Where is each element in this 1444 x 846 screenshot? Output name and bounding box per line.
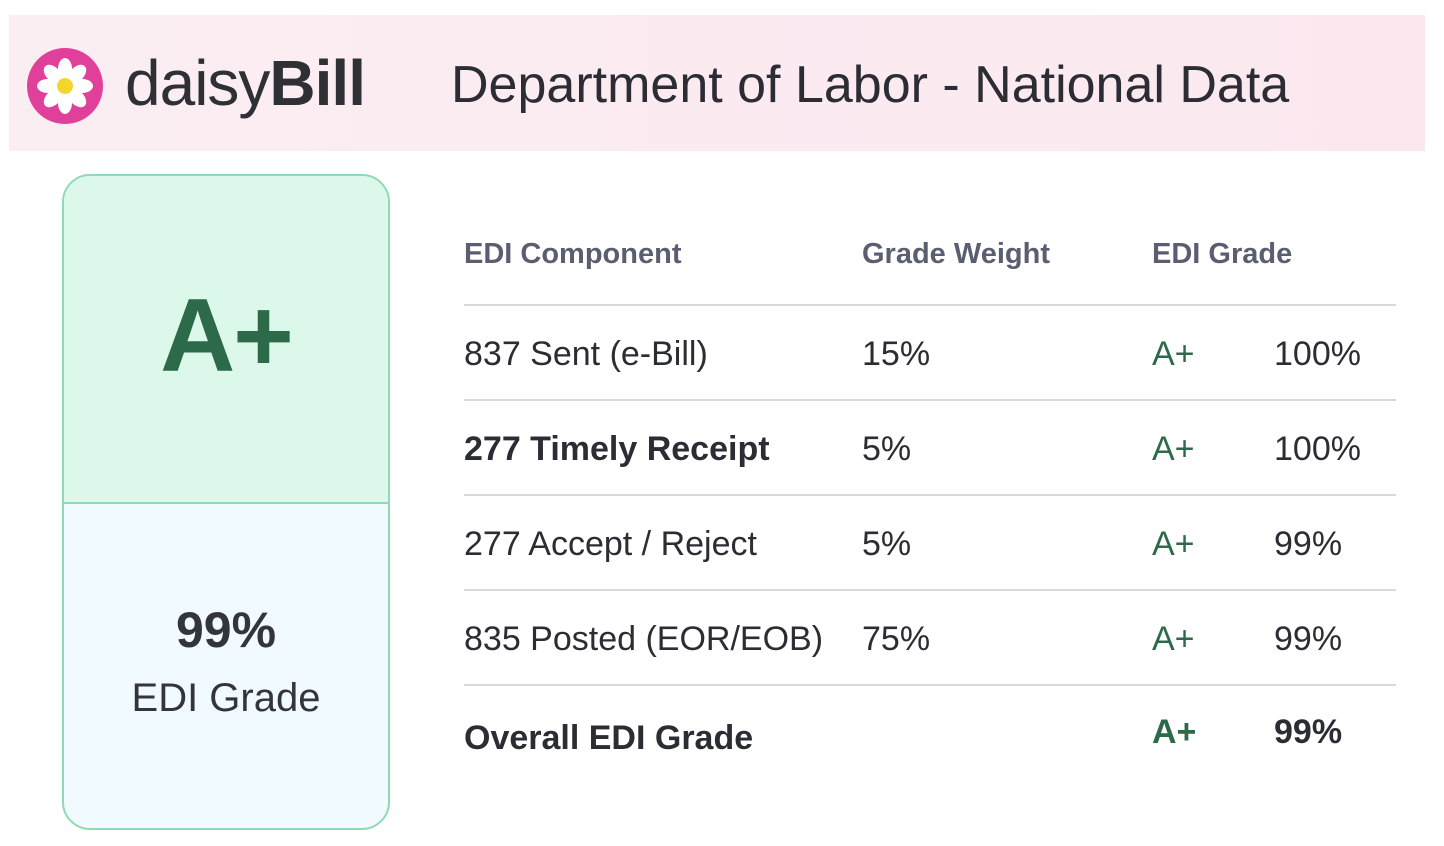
edi-letter-grade: A+ (1152, 335, 1195, 373)
logo-text-light: daisy (125, 47, 270, 119)
table-row: 277 Accept / Reject 5% A+ 99% (464, 494, 1396, 590)
overall-percent: 99% (1274, 713, 1343, 751)
table-row: 837 Sent (e-Bill) 15% A+ 100% (464, 304, 1396, 400)
daisy-flower-icon (27, 48, 103, 124)
grade-letter: A+ (160, 278, 294, 394)
table-row: 835 Posted (EOR/EOB) 75% A+ 99% (464, 589, 1396, 685)
component-name: 277 Accept / Reject (464, 525, 757, 563)
column-header-grade: EDI Grade (1152, 238, 1293, 270)
edi-letter-grade: A+ (1152, 620, 1195, 658)
edi-letter-grade: A+ (1152, 430, 1195, 468)
overall-label: Overall EDI Grade (464, 719, 754, 757)
grade-weight: 75% (862, 620, 931, 658)
edi-percent: 99% (1274, 525, 1343, 563)
logo-text-bold: Bill (269, 47, 366, 119)
edi-percent: 100% (1274, 335, 1361, 373)
edi-percent: 100% (1274, 430, 1361, 468)
component-name: 835 Posted (EOR/EOB) (464, 620, 824, 658)
grade-weight: 5% (862, 430, 912, 468)
grade-weight: 5% (862, 525, 912, 563)
component-name: 837 Sent (e-Bill) (464, 335, 708, 373)
column-header-component: EDI Component (464, 238, 682, 270)
grade-card-top: A+ (64, 176, 388, 504)
table-row: 277 Timely Receipt 5% A+ 100% (464, 399, 1396, 495)
daisybill-logo-text: daisyBill (125, 45, 366, 121)
column-header-weight: Grade Weight (862, 238, 1050, 270)
grade-weight: 15% (862, 335, 931, 373)
page-title: Department of Labor - National Data (451, 56, 1290, 114)
overall-row: Overall EDI Grade A+ 99% (464, 684, 1396, 780)
grade-percent: 99% (175, 602, 277, 658)
grade-caption: EDI Grade (131, 676, 321, 720)
overall-letter-grade: A+ (1152, 713, 1197, 751)
edi-letter-grade: A+ (1152, 525, 1195, 563)
overall-grade-card: A+ 99% EDI Grade (62, 174, 390, 830)
component-name: 277 Timely Receipt (464, 430, 770, 468)
edi-percent: 99% (1274, 620, 1343, 658)
page-header: daisyBill Department of Labor - National… (9, 15, 1425, 151)
